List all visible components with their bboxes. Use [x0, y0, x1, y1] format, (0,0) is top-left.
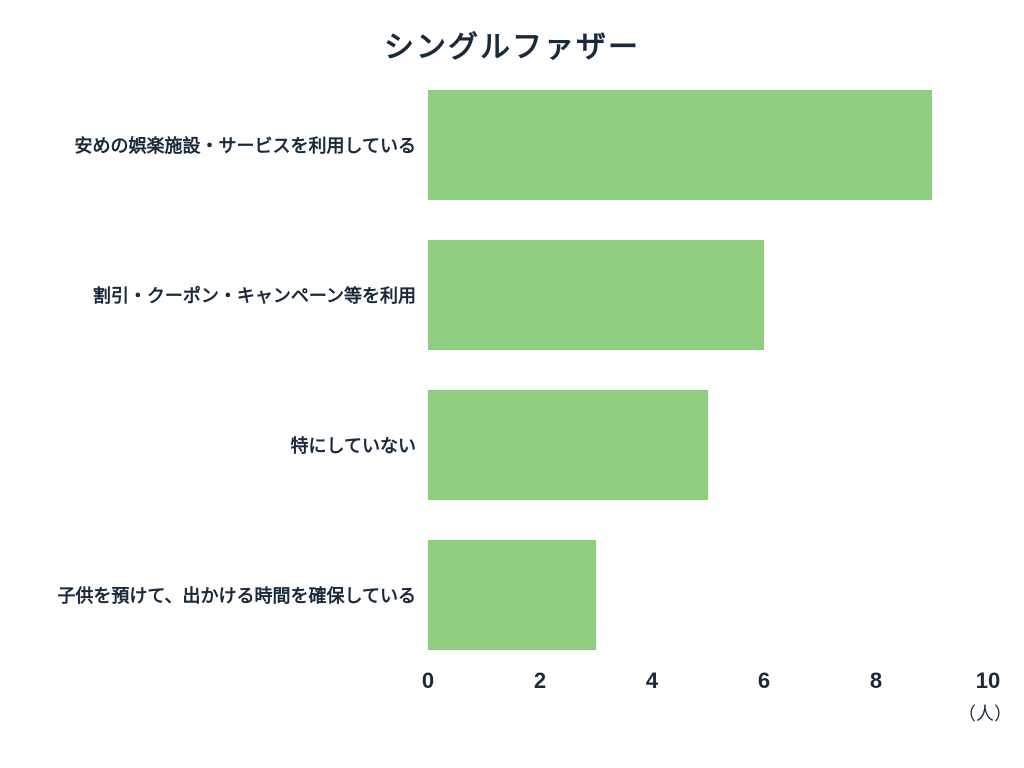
x-tick: 8 [870, 668, 882, 694]
bar-row: 子供を預けて、出かける時間を確保している [0, 540, 1024, 650]
bar-track [428, 240, 988, 350]
x-tick: 6 [758, 668, 770, 694]
bar [428, 90, 932, 200]
bar [428, 240, 764, 350]
bar-track [428, 390, 988, 500]
bar-row: 特にしていない [0, 390, 1024, 500]
chart-container: シングルファザー 安めの娯楽施設・サービスを利用している割引・クーポン・キャンペ… [0, 0, 1024, 768]
plot-area: 安めの娯楽施設・サービスを利用している割引・クーポン・キャンペーン等を利用特にし… [0, 90, 1024, 650]
bar [428, 390, 708, 500]
x-tick: 10 [976, 668, 1000, 694]
category-label: 安めの娯楽施設・サービスを利用している [0, 132, 428, 158]
bar-row: 安めの娯楽施設・サービスを利用している [0, 90, 1024, 200]
category-label: 子供を預けて、出かける時間を確保している [0, 582, 428, 608]
x-tick: 0 [422, 668, 434, 694]
bar-track [428, 90, 988, 200]
x-tick: 4 [646, 668, 658, 694]
x-tick: 2 [534, 668, 546, 694]
chart-title: シングルファザー [0, 0, 1024, 66]
category-label: 割引・クーポン・キャンペーン等を利用 [0, 282, 428, 308]
bar-track [428, 540, 988, 650]
bar [428, 540, 596, 650]
x-axis-label: （人） [958, 700, 1024, 726]
bar-row: 割引・クーポン・キャンペーン等を利用 [0, 240, 1024, 350]
category-label: 特にしていない [0, 432, 428, 458]
